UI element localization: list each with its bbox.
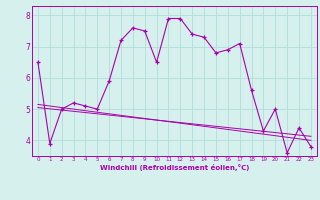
- X-axis label: Windchill (Refroidissement éolien,°C): Windchill (Refroidissement éolien,°C): [100, 164, 249, 171]
